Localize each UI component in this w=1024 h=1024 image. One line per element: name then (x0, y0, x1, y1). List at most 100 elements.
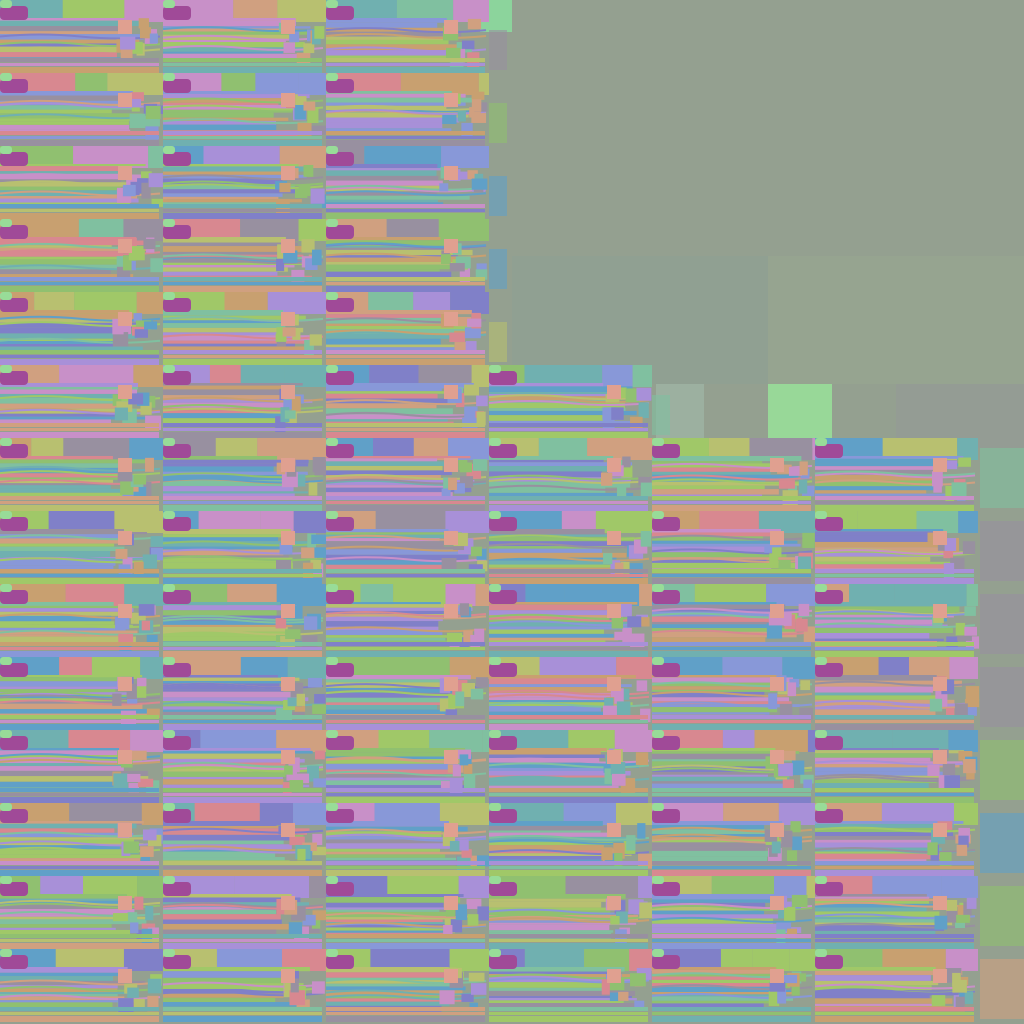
bottom-strip (0, 569, 159, 573)
stripe (489, 894, 626, 899)
stripe (326, 237, 441, 241)
bottom-strip (163, 943, 322, 949)
stripe (652, 489, 779, 495)
tile (0, 949, 163, 1022)
stripe (326, 347, 463, 351)
tile (651, 730, 815, 803)
stripe (489, 898, 621, 902)
bottom-strip (815, 715, 974, 719)
tile (325, 657, 489, 730)
blob (163, 292, 175, 300)
stripe (489, 459, 604, 463)
stripe (0, 456, 113, 460)
stripe (815, 748, 939, 751)
band-block (525, 584, 565, 606)
band-block (74, 292, 137, 314)
tile (162, 0, 326, 73)
blob (652, 736, 680, 750)
bottom-strip (0, 788, 159, 792)
edge-patch (980, 521, 1024, 581)
cluster (301, 239, 315, 253)
cluster (130, 922, 139, 934)
stripe (0, 972, 124, 977)
bottom-strip (652, 1007, 811, 1011)
bottom-strip (163, 359, 322, 365)
bottom-strip (815, 569, 974, 573)
stripe (0, 823, 137, 829)
cluster (788, 466, 802, 476)
blob (163, 298, 191, 312)
blob (326, 365, 338, 373)
blob (326, 736, 354, 750)
cluster (467, 18, 482, 30)
stripe (815, 541, 939, 548)
blob (0, 730, 12, 738)
cluster (443, 924, 453, 935)
cluster (142, 554, 158, 569)
cluster (145, 415, 162, 431)
cluster (298, 185, 311, 196)
band-block (458, 876, 489, 898)
cluster (281, 750, 295, 764)
cluster (281, 93, 295, 107)
cluster (139, 27, 152, 39)
band-block (629, 949, 652, 971)
cluster (444, 385, 458, 399)
stripe (163, 897, 301, 903)
cluster (291, 269, 305, 282)
stripe (326, 709, 454, 715)
cluster (470, 855, 479, 866)
stripe (815, 782, 929, 789)
stripe (326, 909, 440, 912)
band-block (916, 511, 959, 533)
tile (162, 438, 331, 511)
bottom-strip (326, 496, 485, 500)
stripe (0, 20, 140, 27)
stripe (163, 102, 279, 105)
cluster (112, 318, 124, 335)
cluster (116, 325, 131, 335)
cluster (294, 104, 306, 120)
tile (325, 511, 489, 584)
cluster (130, 750, 147, 760)
cluster (470, 688, 484, 700)
stripe (163, 997, 276, 1003)
cluster (791, 894, 808, 908)
cluster (607, 604, 621, 618)
blob (326, 584, 338, 592)
cluster (281, 531, 295, 545)
stripe (326, 785, 469, 791)
wave (488, 542, 650, 549)
cluster (614, 631, 626, 641)
bottom-strip (0, 204, 159, 208)
cluster (150, 536, 166, 547)
stripe (0, 556, 145, 560)
bottom-strip (326, 642, 485, 646)
stripe (326, 492, 453, 497)
stripe (163, 541, 310, 547)
cluster (137, 677, 147, 687)
cluster (630, 633, 645, 649)
band-block (78, 219, 124, 241)
cluster (601, 979, 610, 995)
bottom-strip (489, 501, 648, 504)
bottom-strip (326, 213, 485, 219)
stripe (0, 828, 115, 833)
band-block (482, 730, 489, 752)
stripe (0, 386, 138, 390)
band-block (475, 584, 489, 606)
stripe (326, 117, 460, 123)
stripe (652, 748, 776, 752)
cluster (118, 93, 132, 107)
cluster (601, 847, 613, 861)
bottom-strip (163, 136, 322, 139)
wave (162, 548, 324, 555)
stripe (0, 343, 123, 347)
stripe (815, 709, 936, 716)
bottom-strip (163, 428, 322, 431)
stripe (0, 173, 125, 180)
cluster (445, 709, 458, 719)
blob (489, 511, 501, 519)
blob (0, 803, 12, 811)
band-block (65, 584, 125, 606)
